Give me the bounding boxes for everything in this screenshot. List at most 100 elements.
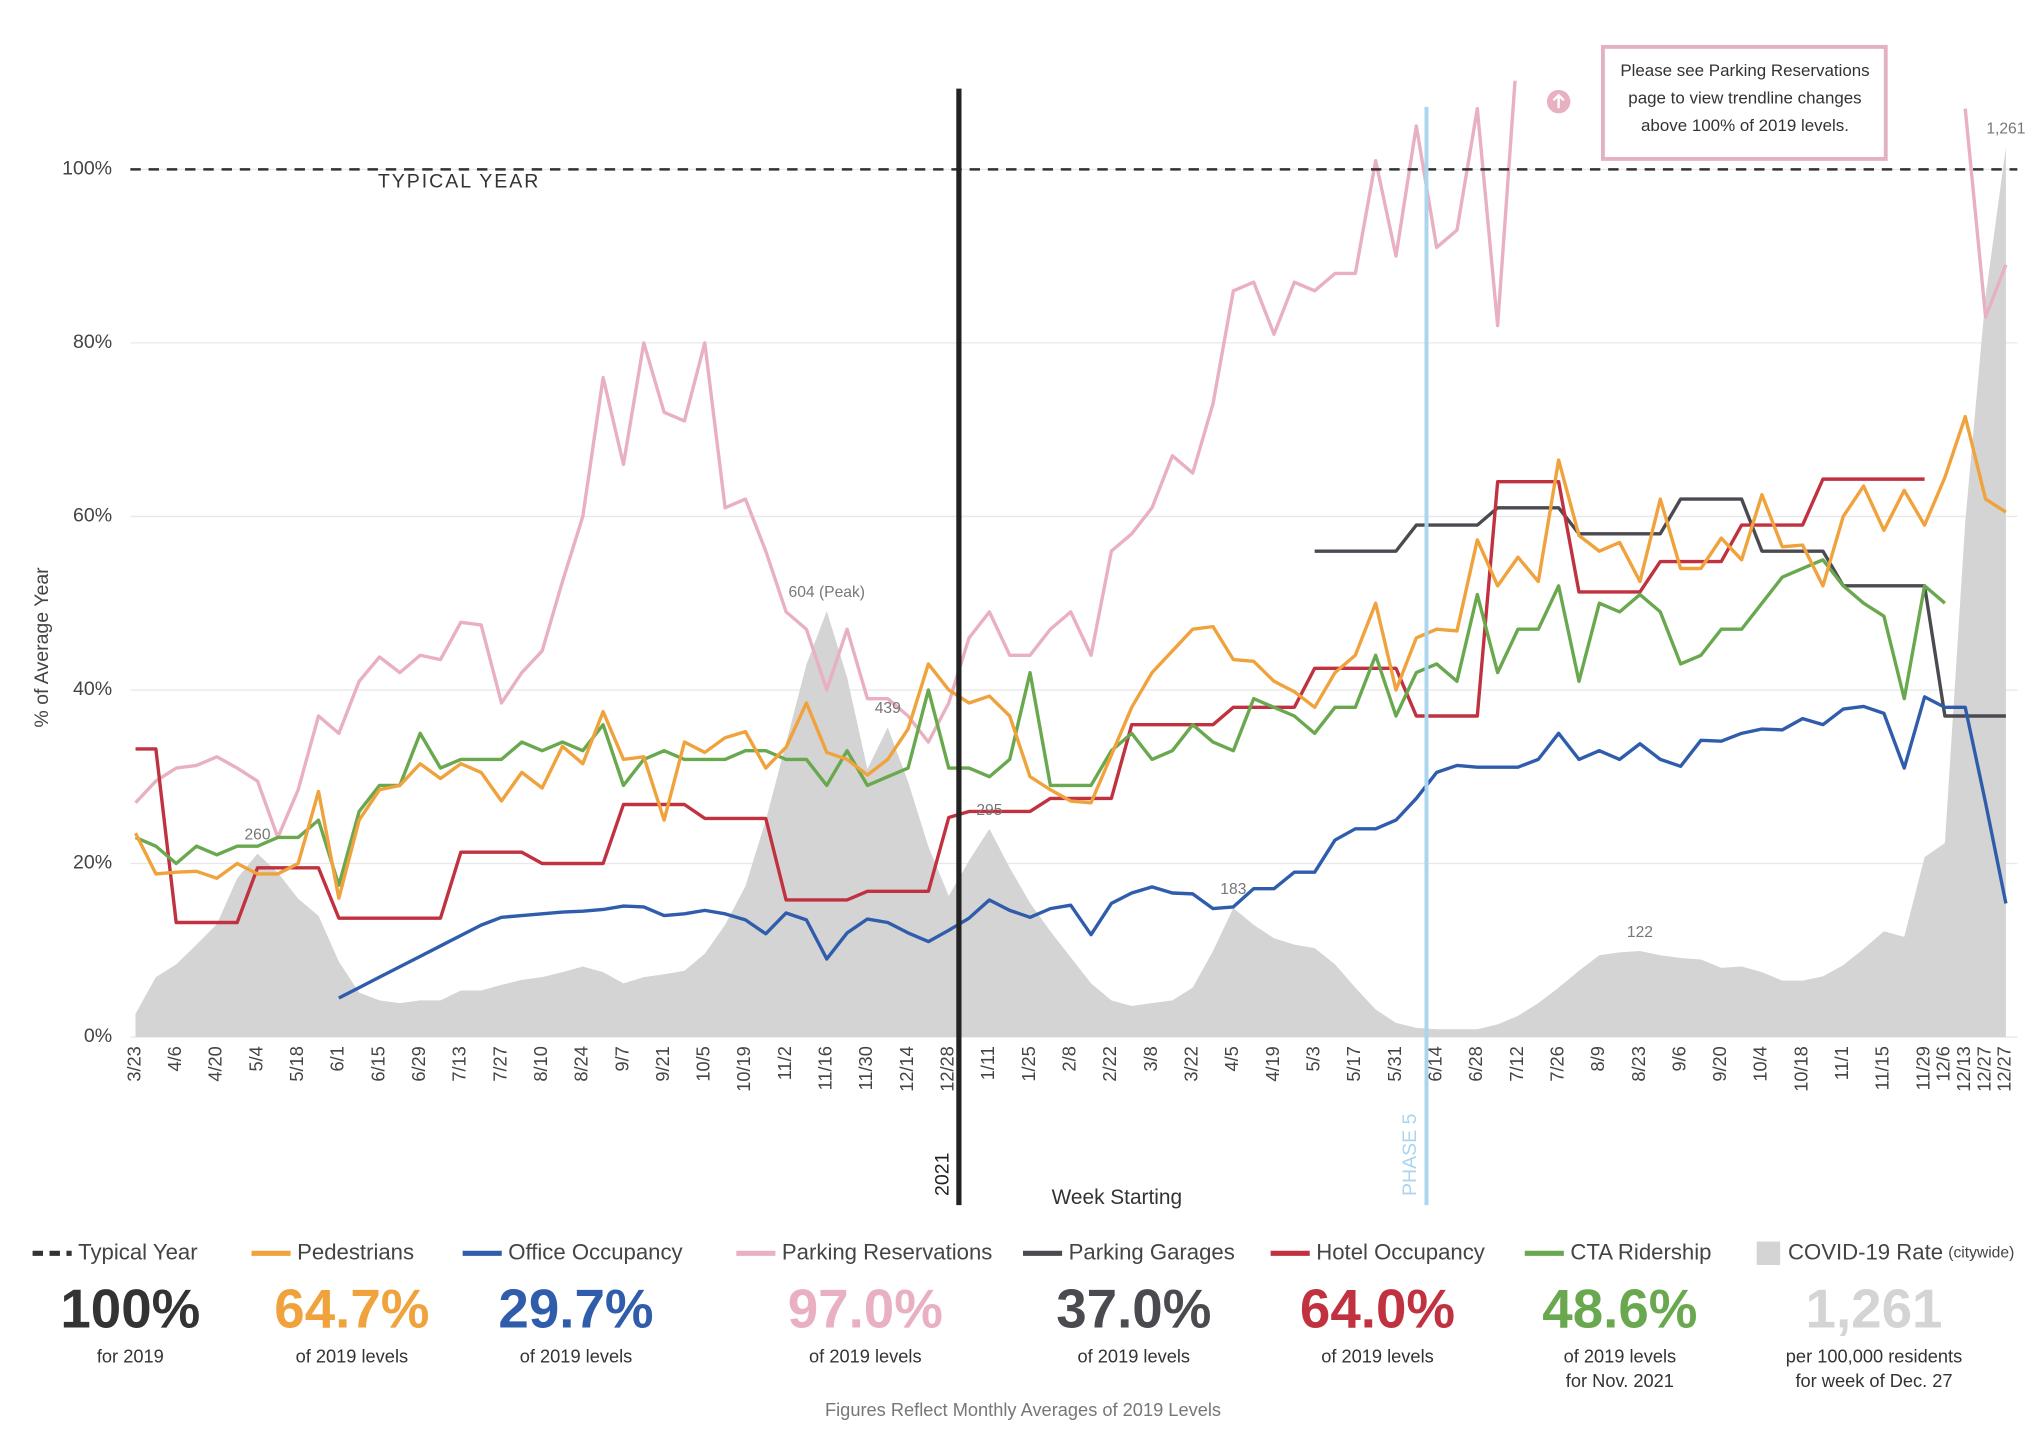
note-box — [1600, 44, 1888, 161]
x-tick-label: 12/28 — [937, 1046, 958, 1092]
value-label: 1,261 — [1986, 120, 2025, 137]
value-label: 604 (Peak) — [789, 584, 865, 601]
value-label: 295 — [976, 802, 1002, 819]
x-tick-label: 6/29 — [408, 1046, 429, 1081]
x-tick-label: 8/23 — [1628, 1046, 1649, 1081]
x-tick-label: 1/11 — [977, 1046, 998, 1080]
value-label: 439 — [875, 700, 901, 717]
x-tick-label: 7/13 — [449, 1046, 470, 1081]
x-tick-label: 11/29 — [1912, 1046, 1933, 1090]
y-tick-label: 100% — [62, 158, 112, 180]
series-line — [338, 695, 2008, 1000]
x-tick-label: 5/3 — [1302, 1046, 1323, 1071]
x-axis-label: Week Starting — [1052, 1186, 1182, 1209]
x-tick-label: 4/5 — [1221, 1046, 1242, 1071]
legend-label: Pedestrians — [297, 1239, 414, 1264]
grid: 0% 20% 40% 60% 80% 100% 3/23 4/6 4/20 5/4 5/18 6/1 6… — [62, 158, 2018, 1092]
x-tick-label: 9/21 — [652, 1046, 673, 1081]
summary-figure: 1,261 — [1806, 1278, 1943, 1340]
x-tick-label: 7/27 — [489, 1046, 510, 1081]
x-tick-label: 11/15 — [1872, 1046, 1893, 1090]
x-tick-label: 9/6 — [1668, 1046, 1689, 1071]
note-text: above 100% of 2019 levels. — [1641, 116, 1849, 135]
summary-note: of 2019 levels — [520, 1345, 633, 1366]
x-tick-label: 11/30 — [855, 1046, 876, 1090]
legend-label: Office Occupancy — [508, 1239, 683, 1264]
x-tick-label: 4/20 — [205, 1046, 226, 1081]
series-line — [1314, 497, 2006, 718]
x-tick-label: 5/17 — [1343, 1046, 1364, 1081]
legend-name-note: (citywide) — [1948, 1244, 2014, 1261]
summary-figure: 97.0% — [788, 1278, 943, 1340]
legend-label: Hotel Occupancy — [1316, 1239, 1486, 1264]
x-tick-label: 2/8 — [1059, 1046, 1080, 1071]
note-text: Please see Parking Reservations — [1620, 61, 1869, 80]
legend-name: COVID-19 Rate — [1788, 1239, 1943, 1264]
x-tick-label: 9/7 — [611, 1046, 632, 1071]
legend-label: CTA Ridership — [1570, 1239, 1711, 1264]
x-tick-label: 9/20 — [1709, 1046, 1730, 1081]
legend-name: Office Occupancy — [508, 1239, 683, 1264]
x-tick-label: 7/12 — [1506, 1046, 1527, 1081]
summary-note: of 2019 levels — [1078, 1345, 1191, 1366]
line-layer — [134, 80, 2008, 1000]
note-icon-arrow — [1552, 93, 1565, 109]
legend-name: Parking Garages — [1069, 1239, 1235, 1264]
marker-label: PHASE 5 — [1399, 1113, 1421, 1196]
x-tick-label: 12/27 — [1973, 1046, 1994, 1092]
x-tick-label: 6/15 — [367, 1046, 388, 1081]
summary-figure: 48.6% — [1542, 1278, 1697, 1340]
legend-swatch — [1756, 1241, 1781, 1266]
y-tick-label: 20% — [73, 852, 112, 874]
x-tick-label: 12/13 — [1953, 1046, 1974, 1092]
x-tick-label: 6/1 — [327, 1046, 348, 1071]
legend-name: Parking Reservations — [782, 1239, 992, 1264]
x-tick-label: 8/9 — [1587, 1046, 1608, 1071]
x-tick-label: 10/18 — [1790, 1046, 1811, 1092]
summary-figure: 100% — [60, 1278, 200, 1340]
marker-label: 2021 — [931, 1153, 953, 1196]
x-tick-label: 11/16 — [815, 1046, 836, 1090]
footer: Figures Reflect Monthly Averages of 2019… — [825, 1399, 1221, 1420]
y-tick-label: 40% — [73, 678, 112, 700]
summary-figure: 37.0% — [1056, 1278, 1211, 1340]
series-line — [134, 558, 1947, 887]
x-tick-label: 3/22 — [1181, 1046, 1202, 1081]
x-tick-label: 3/8 — [1140, 1046, 1161, 1071]
x-tick-label: 7/26 — [1546, 1046, 1567, 1081]
x-tick-label: 8/10 — [530, 1046, 551, 1081]
x-tick-label: 2/22 — [1099, 1046, 1120, 1081]
x-tick-label: 4/19 — [1262, 1046, 1283, 1081]
summary-figure: 29.7% — [498, 1278, 653, 1340]
summary-note: per 100,000 residents — [1786, 1345, 1962, 1366]
x-tick-label: 6/14 — [1424, 1046, 1445, 1081]
legend-name: Typical Year — [78, 1239, 197, 1264]
summary-note: for 2019 — [97, 1345, 164, 1366]
summary-note: of 2019 levels — [809, 1345, 922, 1366]
covid-area — [135, 147, 2006, 1038]
reference-label: TYPICAL YEAR — [378, 171, 540, 193]
note-text: page to view trendline changes — [1628, 88, 1861, 107]
summary-note: for week of Dec. 27 — [1795, 1370, 1952, 1391]
legend-name: Hotel Occupancy — [1316, 1239, 1486, 1264]
summary-note: of 2019 levels — [296, 1345, 409, 1366]
x-tick-label: 4/6 — [164, 1046, 185, 1071]
x-tick-label: 8/24 — [571, 1046, 592, 1081]
x-tick-label: 3/23 — [123, 1046, 144, 1081]
y-tick-label: 80% — [73, 331, 112, 353]
series-line — [135, 477, 1925, 925]
x-tick-label: 5/31 — [1384, 1046, 1405, 1081]
legend-label: Parking Garages — [1069, 1239, 1235, 1264]
annotations: Please see Parking Reservations page to … — [31, 44, 2025, 1420]
area-layer — [135, 147, 2006, 1038]
series-line — [134, 80, 1517, 840]
x-tick-label: 10/4 — [1750, 1046, 1771, 1081]
x-tick-label: 6/28 — [1465, 1046, 1486, 1081]
x-tick-label: 11/2 — [774, 1046, 795, 1080]
legend-label: Parking Reservations — [782, 1239, 992, 1264]
summary-note: of 2019 levels — [1564, 1345, 1677, 1366]
x-tick-label: 10/19 — [733, 1046, 754, 1092]
value-label: 260 — [244, 827, 270, 844]
y-tick-label: 0% — [84, 1025, 112, 1047]
x-tick-label: 11/1 — [1831, 1046, 1852, 1080]
